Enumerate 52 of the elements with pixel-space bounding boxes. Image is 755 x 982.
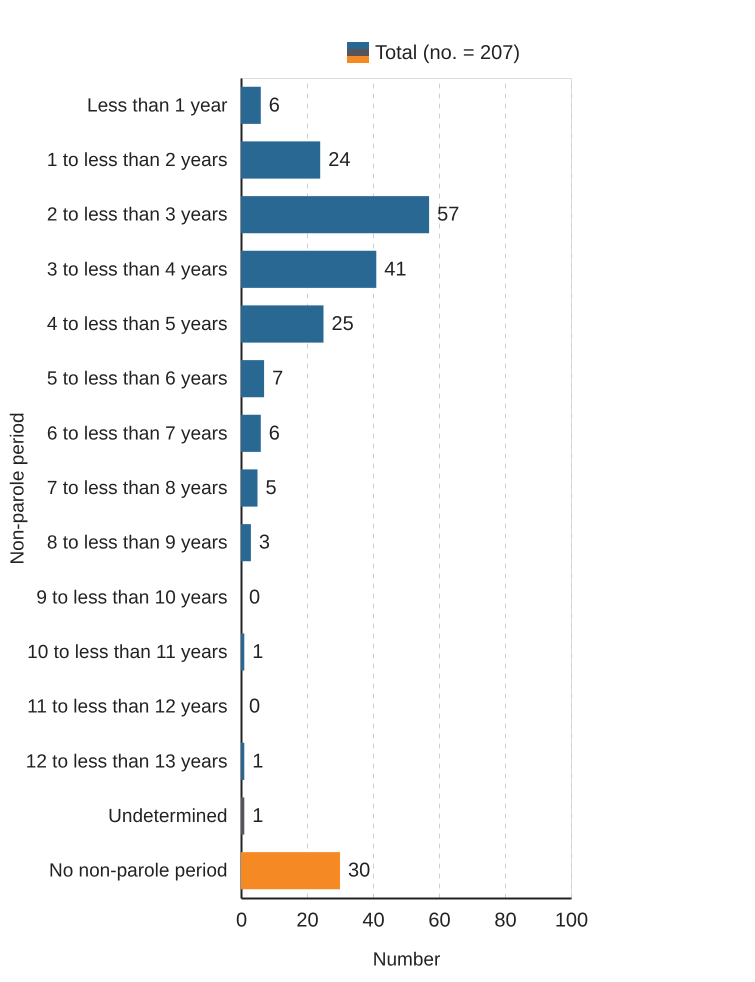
bar bbox=[241, 141, 320, 179]
y-tick-label: 11 to less than 12 years bbox=[27, 696, 228, 718]
y-tick-label: 5 to less than 6 years bbox=[46, 368, 228, 390]
x-tick-label: 0 bbox=[236, 910, 248, 932]
data-label: 41 bbox=[384, 258, 407, 280]
data-label: 0 bbox=[249, 696, 260, 718]
bar bbox=[241, 86, 261, 124]
data-label: 0 bbox=[249, 586, 260, 608]
data-label: 3 bbox=[258, 532, 270, 554]
y-tick-label: 2 to less than 3 years bbox=[46, 204, 228, 226]
y-tick-label: 10 to less than 11 years bbox=[27, 642, 228, 663]
legend-label: Total (no. = 207) bbox=[375, 42, 520, 64]
data-label: 6 bbox=[268, 94, 280, 116]
data-label: 57 bbox=[437, 204, 460, 226]
data-label: 6 bbox=[268, 422, 280, 444]
y-tick-label: 9 to less than 10 years bbox=[36, 587, 228, 608]
data-label: 7 bbox=[272, 368, 284, 390]
x-tick-label: 100 bbox=[554, 910, 588, 932]
y-tick-label: 6 to less than 7 years bbox=[46, 423, 228, 444]
data-label: 1 bbox=[252, 641, 264, 663]
y-tick-label: Less than 1 year bbox=[87, 95, 228, 116]
x-tick-label: 20 bbox=[296, 910, 319, 932]
bar bbox=[241, 524, 251, 562]
y-tick-label: 4 to less than 5 years bbox=[46, 314, 228, 335]
data-label: 1 bbox=[252, 750, 264, 772]
y-tick-label: No non-parole period bbox=[48, 860, 228, 882]
y-axis-title: Non-parole period bbox=[8, 412, 28, 565]
data-label: 24 bbox=[328, 149, 350, 171]
x-tick-label: 80 bbox=[494, 910, 517, 932]
y-tick-label: 7 to less than 8 years bbox=[46, 478, 228, 499]
y-tick-label: 12 to less than 13 years bbox=[26, 751, 228, 772]
x-tick-label: 40 bbox=[362, 910, 385, 932]
bar bbox=[241, 469, 258, 507]
bar bbox=[241, 852, 340, 890]
data-label: 30 bbox=[348, 860, 370, 882]
y-tick-label: 8 to less than 9 years bbox=[46, 532, 228, 554]
bar bbox=[241, 360, 264, 398]
bar bbox=[241, 196, 430, 234]
data-label: 5 bbox=[266, 477, 277, 499]
y-tick-label: 1 to less than 2 years bbox=[46, 150, 228, 171]
x-tick-label: 60 bbox=[428, 910, 451, 932]
bar bbox=[241, 633, 244, 671]
y-tick-label: Undetermined bbox=[108, 806, 228, 827]
bar bbox=[241, 797, 244, 835]
bar bbox=[241, 250, 376, 288]
data-label: 1 bbox=[252, 805, 264, 827]
y-tick-label: 3 to less than 4 years bbox=[46, 259, 228, 280]
data-label: 25 bbox=[332, 313, 354, 335]
x-axis-title: Number bbox=[372, 950, 441, 970]
bar bbox=[241, 742, 244, 780]
bar bbox=[241, 414, 261, 452]
bar bbox=[241, 305, 324, 343]
